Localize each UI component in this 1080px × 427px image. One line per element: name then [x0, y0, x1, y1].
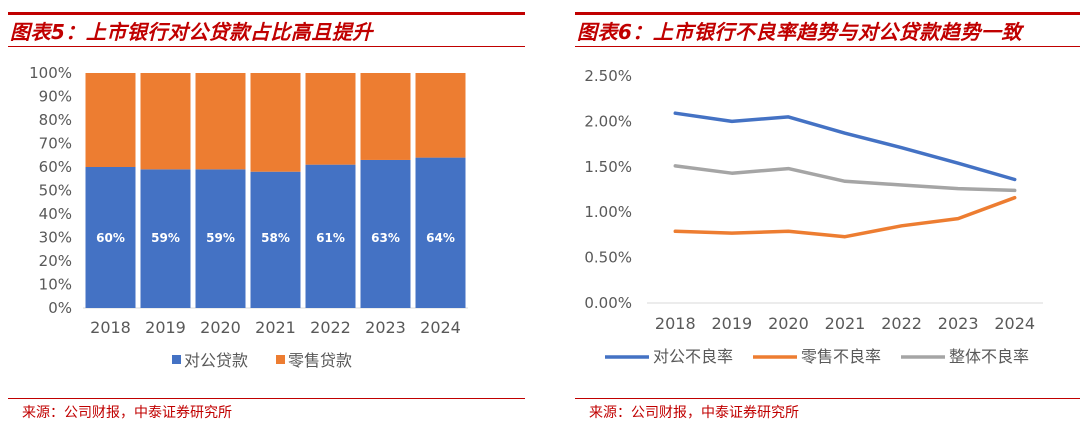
bar-data-label: 58% [261, 231, 290, 245]
y-tick-label: 70% [39, 135, 72, 153]
bar-corporate [195, 169, 246, 308]
y-tick-label: 1.50% [584, 158, 632, 176]
y-tick-label: 0.00% [584, 294, 632, 312]
bar-data-label: 59% [206, 231, 235, 245]
bar-corporate [415, 157, 466, 308]
source-note: 来源：公司财报，中泰证券研究所 [22, 405, 232, 421]
x-tick-label: 2019 [145, 318, 186, 337]
y-tick-label: 2.00% [584, 112, 632, 130]
y-tick-label: 60% [39, 158, 72, 176]
bar-retail [305, 73, 356, 165]
line-chart: 0.00% 0.50% 1.00% 1.50% 2.00% 2.50% 2018 2019 20… [584, 67, 1043, 366]
x-tick-label: 2022 [310, 318, 351, 337]
x-tick-label: 2024 [420, 318, 461, 337]
y-tick-label: 100% [29, 64, 72, 82]
bar-retail [195, 73, 246, 170]
line-corporate-npl [673, 111, 1017, 182]
legend-swatch-corporate [172, 355, 181, 364]
y-tick-label: 40% [39, 205, 72, 223]
bar-data-label: 63% [371, 231, 400, 245]
legend-label-retail: 零售不良率 [801, 347, 881, 366]
bar-data-label: 59% [151, 231, 180, 245]
bar-corporate [85, 167, 136, 308]
x-tick-label: 2023 [365, 318, 406, 337]
bar-data-label: 64% [426, 231, 455, 245]
stacked-bar-chart: 0% 10% 20% 30% 40% 50% 60% 70% 80% 90% 100% 60% 2018… [29, 64, 468, 370]
x-tick-label: 2020 [200, 318, 241, 337]
chart-title: 图表5：上市银行对公贷款占比高且提升 [10, 20, 373, 44]
legend-label-retail: 零售贷款 [288, 351, 352, 370]
bar-data-label: 60% [96, 231, 125, 245]
bar-retail [415, 73, 466, 158]
bar-corporate [305, 164, 356, 308]
bar-retail [360, 73, 411, 160]
bar-corporate [250, 171, 301, 308]
title-underline [575, 46, 1080, 47]
y-tick-label: 50% [39, 182, 72, 200]
bar-retail [250, 73, 301, 172]
chart-panel-right: 图表6：上市银行不良率趋势与对公贷款趋势一致 0.00% 0.50% 1.00% 1.… [567, 0, 1080, 427]
legend-swatch-retail [276, 355, 285, 364]
legend-label-overall: 整体不良率 [949, 347, 1029, 366]
title-underline [8, 46, 525, 47]
y-tick-label: 1.00% [584, 203, 632, 221]
legend-label-corporate: 对公贷款 [184, 351, 248, 370]
bar-corporate [360, 159, 411, 308]
source-rule [575, 398, 1080, 399]
title-top-rule [575, 12, 1080, 15]
y-tick-label: 2.50% [584, 67, 632, 85]
x-tick-label: 2023 [938, 314, 979, 333]
x-tick-label: 2021 [255, 318, 296, 337]
y-tick-label: 10% [39, 276, 72, 294]
bar-corporate [140, 169, 191, 308]
y-tick-label: 90% [39, 88, 72, 106]
source-rule [8, 398, 525, 399]
y-tick-label: 0.50% [584, 249, 632, 267]
x-tick-label: 2018 [655, 314, 696, 333]
y-tick-label: 0% [48, 299, 72, 317]
x-tick-label: 2022 [881, 314, 922, 333]
bar-data-label: 61% [316, 231, 345, 245]
source-note: 来源：公司财报，中泰证券研究所 [589, 405, 799, 421]
line-retail-npl [673, 195, 1017, 239]
y-tick-label: 80% [39, 111, 72, 129]
title-top-rule [8, 12, 525, 15]
chart-title: 图表6：上市银行不良率趋势与对公贷款趋势一致 [577, 20, 1022, 44]
legend-label-corporate: 对公不良率 [653, 347, 733, 366]
chart-panel-left: 图表5：上市银行对公贷款占比高且提升 0% 10% 20% 30% 40% 50% 60% 7… [0, 0, 525, 427]
x-tick-label: 2024 [994, 314, 1035, 333]
y-tick-label: 30% [39, 229, 72, 247]
line-overall-npl [673, 164, 1017, 193]
bar-retail [140, 73, 191, 170]
x-tick-label: 2020 [768, 314, 809, 333]
y-tick-label: 20% [39, 252, 72, 270]
x-tick-label: 2019 [711, 314, 752, 333]
x-tick-label: 2021 [825, 314, 866, 333]
x-tick-label: 2018 [90, 318, 131, 337]
bar-retail [85, 73, 136, 167]
